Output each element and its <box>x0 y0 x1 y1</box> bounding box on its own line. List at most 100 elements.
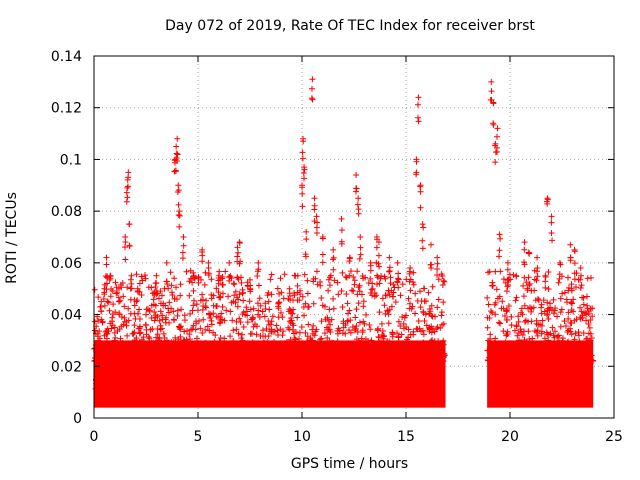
scatter-point <box>434 324 441 331</box>
scatter-point <box>415 118 422 125</box>
scatter-point <box>209 357 216 364</box>
scatter-point <box>398 331 405 338</box>
scatter-point <box>335 291 342 298</box>
scatter-point <box>117 335 124 342</box>
scatter-point <box>586 356 593 363</box>
scatter-point <box>434 254 441 261</box>
scatter-point <box>330 254 337 261</box>
scatter-point <box>502 347 509 354</box>
scatter-point <box>486 358 493 365</box>
scatter-point <box>399 314 406 321</box>
scatter-point <box>522 353 529 360</box>
scatter-point <box>197 297 204 304</box>
scatter-point <box>501 313 508 320</box>
scatter-point <box>382 275 389 282</box>
scatter-point <box>301 271 308 278</box>
scatter-point <box>299 293 306 300</box>
scatter-point <box>504 266 511 273</box>
scatter-point <box>161 334 168 341</box>
scatter-point <box>138 292 145 299</box>
scatter-point <box>428 323 435 330</box>
scatter-point <box>330 305 337 312</box>
x-axis-label: GPS time / hours <box>290 456 409 472</box>
scatter-point <box>310 322 317 329</box>
scatter-point <box>294 297 301 304</box>
scatter-point <box>119 358 126 365</box>
scatter-point <box>585 330 592 337</box>
scatter-point <box>246 350 253 357</box>
scatter-point <box>435 296 442 303</box>
scatter-point <box>580 330 587 337</box>
scatter-point <box>138 273 145 280</box>
scatter-point <box>186 278 193 285</box>
scatter-point <box>124 183 131 190</box>
scatter-point <box>347 317 354 324</box>
scatter-point <box>410 281 417 288</box>
scatter-point <box>267 276 274 283</box>
scatter-point <box>156 347 163 354</box>
scatter-point <box>300 170 307 177</box>
scatter-point <box>253 323 260 330</box>
scatter-point <box>542 284 549 291</box>
scatter-point <box>153 279 160 286</box>
scatter-point <box>326 282 333 289</box>
scatter-point <box>219 316 226 323</box>
scatter-point <box>485 301 492 308</box>
scatter-point <box>576 353 583 360</box>
scatter-point <box>313 229 320 236</box>
scatter-point <box>166 299 173 306</box>
scatter-point <box>177 281 184 288</box>
scatter-point <box>199 258 206 265</box>
scatter-point <box>193 301 200 308</box>
scatter-point <box>193 335 200 342</box>
scatter-point <box>545 331 552 338</box>
scatter-point <box>111 344 118 351</box>
scatter-point <box>356 288 363 295</box>
scatter-point <box>386 264 393 271</box>
scatter-point <box>545 337 552 344</box>
scatter-point <box>365 279 372 286</box>
scatter-point <box>355 337 362 344</box>
scatter-point <box>417 183 424 190</box>
scatter-point <box>420 331 427 338</box>
scatter-point <box>181 312 188 319</box>
scatter-point <box>174 307 181 314</box>
scatter-point <box>147 350 154 357</box>
scatter-point <box>529 342 536 349</box>
scatter-point <box>313 326 320 333</box>
scatter-point <box>313 358 320 365</box>
scatter-point <box>365 356 372 363</box>
scatter-point <box>320 355 327 362</box>
scatter-point <box>107 273 114 280</box>
scatter-point <box>305 321 312 328</box>
scatter-point <box>136 330 143 337</box>
scatter-point <box>381 345 388 352</box>
scatter-point <box>126 242 133 249</box>
scatter-point <box>530 304 537 311</box>
scatter-point <box>568 300 575 307</box>
scatter-point <box>528 308 535 315</box>
scatter-point <box>181 328 188 335</box>
scatter-point <box>212 332 219 339</box>
scatter-point <box>179 255 186 262</box>
scatter-point <box>223 348 230 355</box>
scatter-point <box>489 279 496 286</box>
scatter-point <box>407 287 414 294</box>
scatter-point <box>143 306 150 313</box>
scatter-point <box>262 333 269 340</box>
scatter-point <box>534 327 541 334</box>
scatter-point <box>387 274 394 281</box>
scatter-point <box>230 280 237 287</box>
scatter-point <box>529 351 536 358</box>
scatter-point <box>179 249 186 256</box>
scatter-point <box>174 135 181 142</box>
scatter-point <box>299 190 306 197</box>
scatter-point <box>343 291 350 298</box>
scatter-point <box>106 341 113 348</box>
y-tick-label: 0.14 <box>51 49 82 65</box>
scatter-point <box>402 353 409 360</box>
scatter-point <box>428 302 435 309</box>
scatter-point <box>294 289 301 296</box>
scatter-point <box>302 329 309 336</box>
scatter-point <box>311 202 318 209</box>
